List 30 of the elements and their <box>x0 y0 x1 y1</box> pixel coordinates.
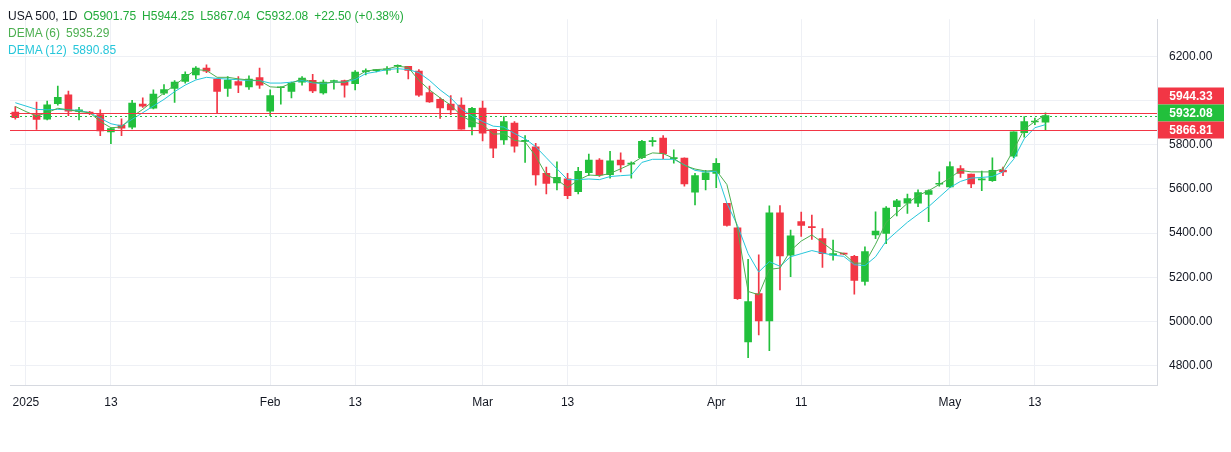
x-tick-label: 13 <box>560 395 575 410</box>
y-tick-label: 5200.00 <box>1169 269 1213 284</box>
x-tick-label: 2025 <box>12 395 40 410</box>
x-tick-label: May <box>938 395 962 410</box>
y-tick-label: 6200.00 <box>1169 48 1213 63</box>
chart-title: USA 500, 1D <box>8 9 78 23</box>
text: DEMA (6) <box>8 26 61 40</box>
y-tick-label: 5000.00 <box>1169 313 1213 328</box>
x-tick-label: Mar <box>472 395 493 410</box>
x-tick-label: 13 <box>348 395 363 410</box>
x-tick-label: 13 <box>1028 395 1042 410</box>
x-tick-label: 13 <box>104 395 118 410</box>
ref-line-label: 5944.33 <box>1169 89 1214 104</box>
text: DEMA (12) <box>8 43 67 57</box>
y-tick-label: 5800.00 <box>1169 137 1213 152</box>
x-tick-label: Apr <box>706 395 726 410</box>
ref-line-label: 5932.08 <box>1169 106 1214 121</box>
ref-line-label: 5866.81 <box>1169 123 1214 138</box>
annotation: 5935.29 <box>66 26 110 40</box>
annotation: 5890.85 <box>72 43 117 57</box>
x-tick-label: Feb <box>259 395 281 410</box>
y-tick-label: 4800.00 <box>1169 358 1213 373</box>
annotation: L5867.04 <box>200 9 251 23</box>
annotation: H5944.25 <box>142 9 195 23</box>
y-tick-label: 5400.00 <box>1169 225 1213 240</box>
annotation: O5901.75 <box>83 9 137 23</box>
y-tick-label: 5600.00 <box>1169 181 1213 196</box>
annotation: C5932.08 <box>256 9 309 23</box>
x-tick-label: 11 <box>794 395 808 410</box>
annotation: +22.50 (+0.38%) <box>314 9 404 23</box>
